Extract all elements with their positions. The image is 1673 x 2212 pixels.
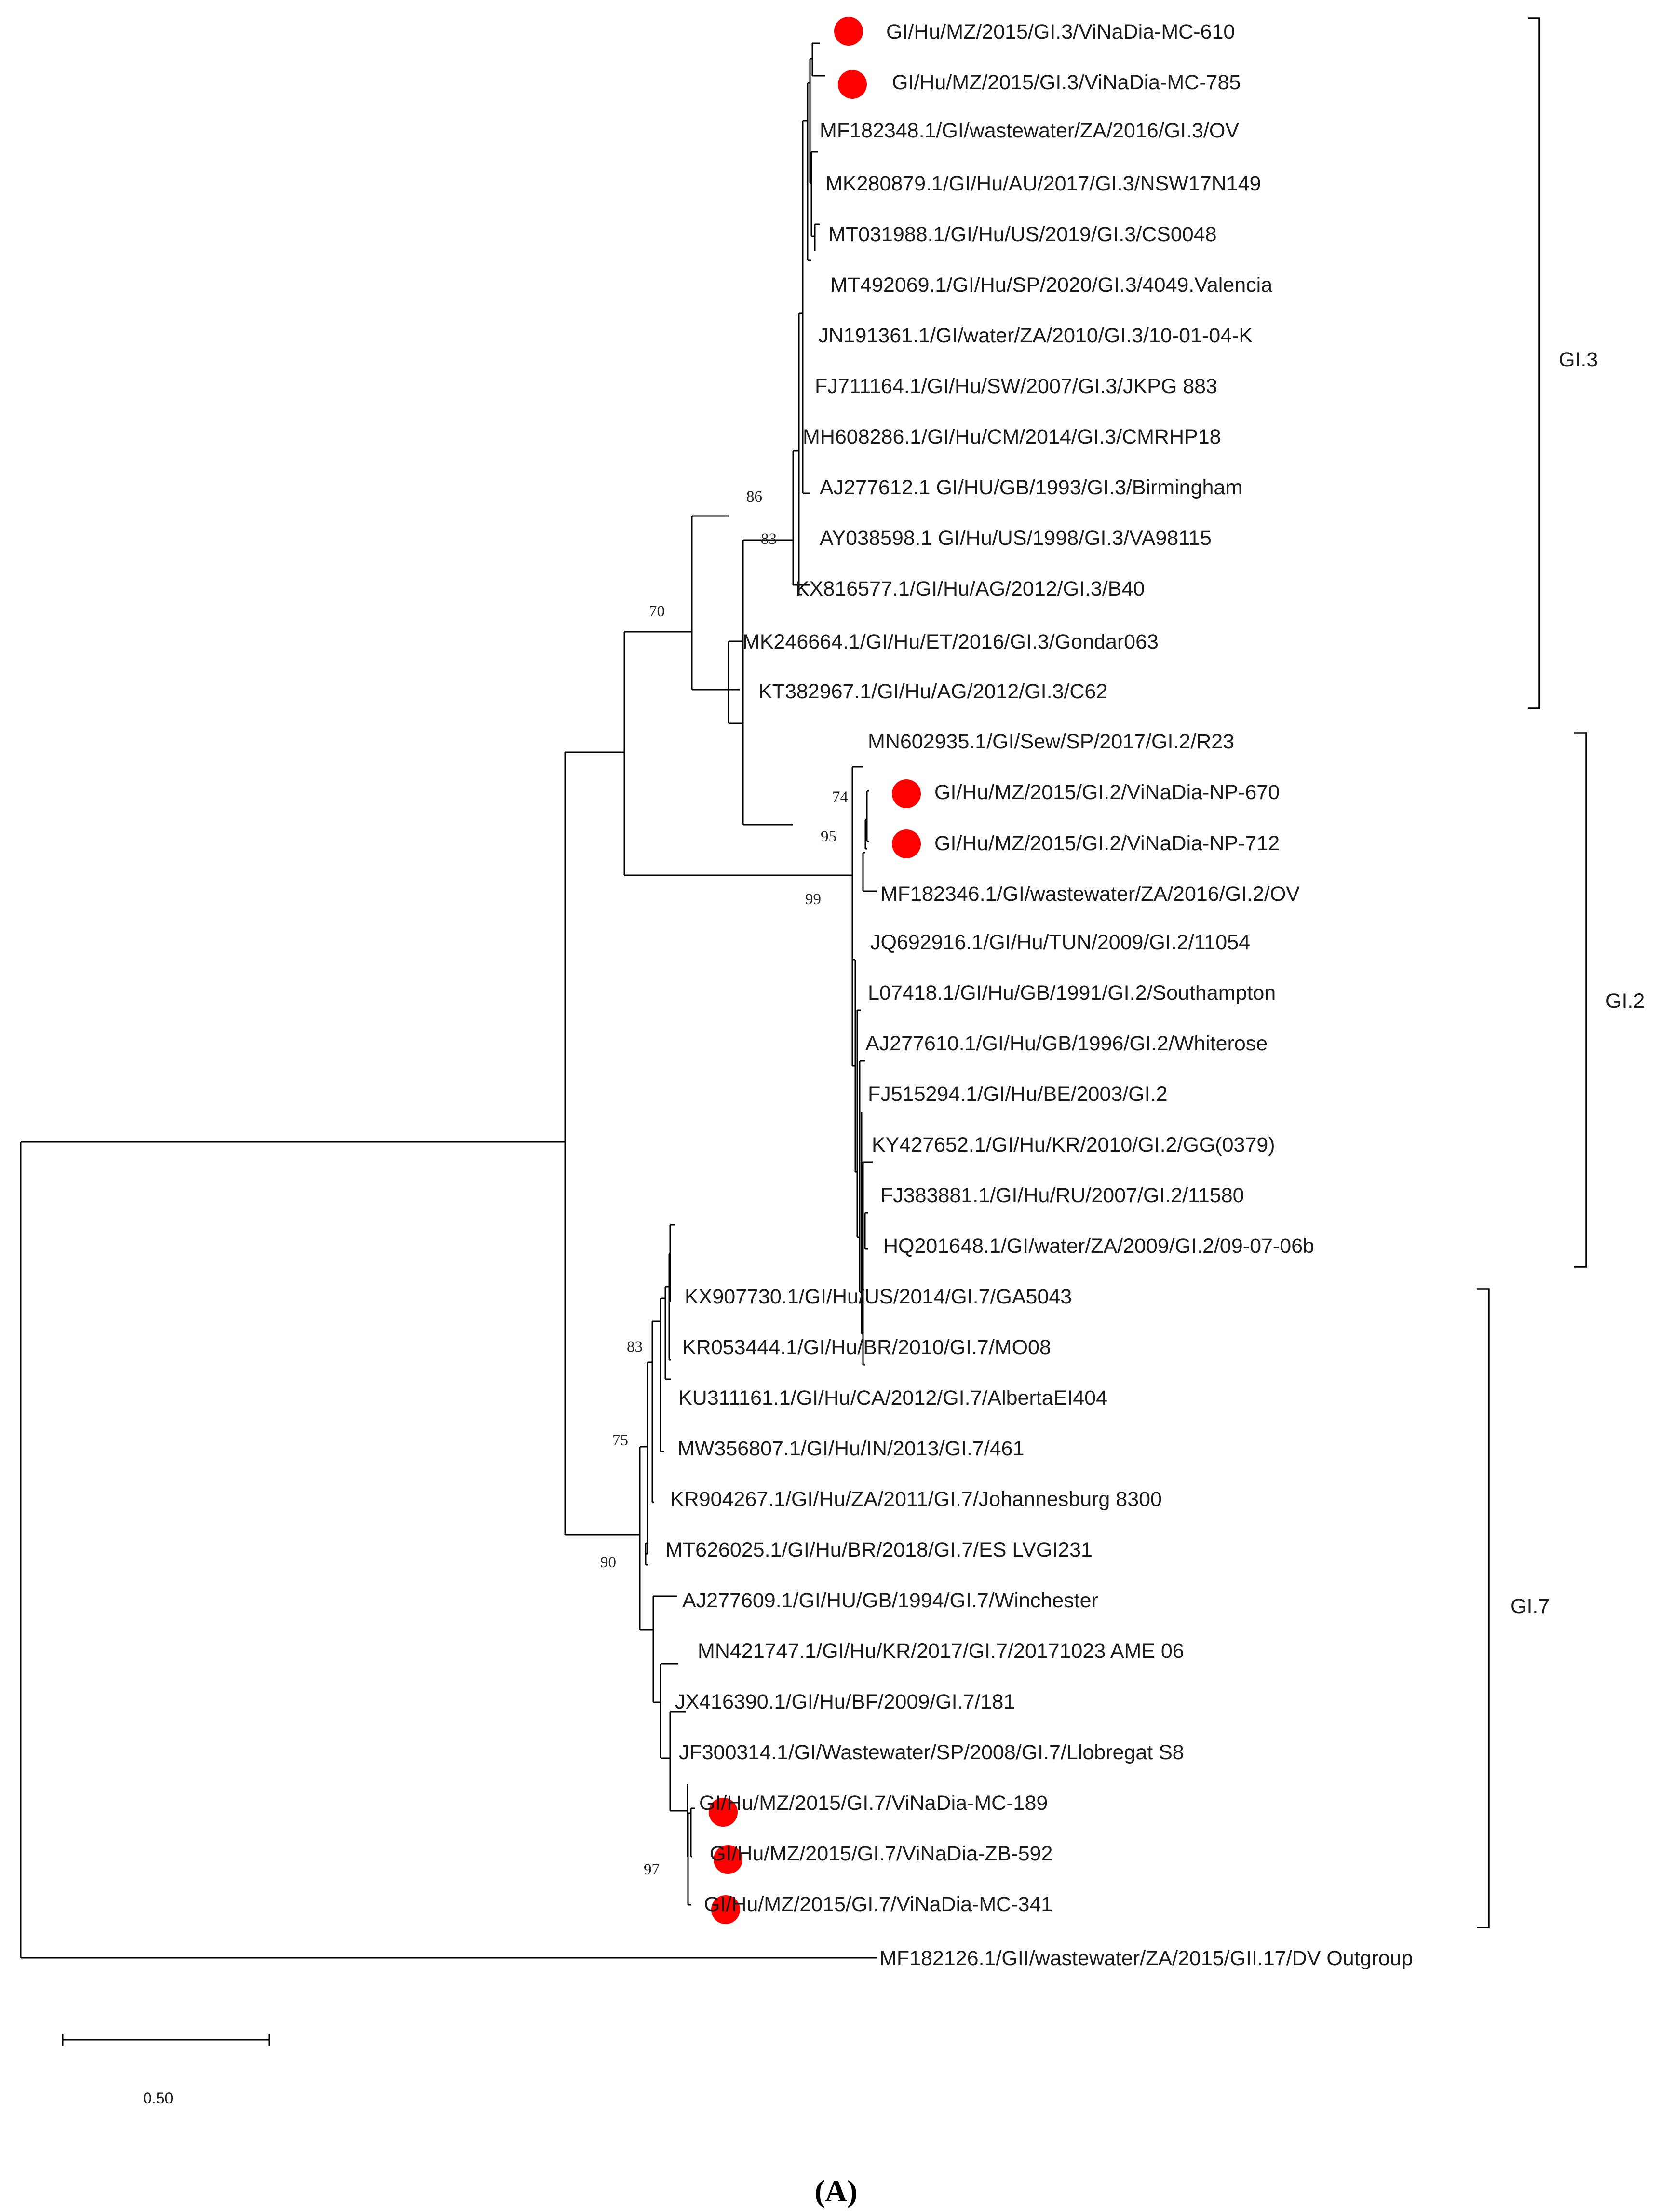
branch-gi7-inner1 (660, 1297, 665, 1452)
clade-label-gi7: GI.7 (1511, 1595, 1550, 1618)
branch-gi3-83 (742, 539, 793, 826)
branch-gi7-inner7 (660, 1663, 678, 1759)
branch-gi2-inner9 (864, 1212, 868, 1250)
panel-label: (A) (815, 2174, 858, 2208)
leaf-label: MN602935.1/GI/Sew/SP/2017/GI.2/R23 (868, 730, 1234, 753)
leaf-label: AJ277610.1/GI/Hu/GB/1996/GI.2/Whiterose (865, 1032, 1268, 1055)
bracket-gi2 (1574, 732, 1587, 1268)
leaf-label: FJ383881.1/GI/Hu/RU/2007/GI.2/11580 (880, 1184, 1244, 1207)
bootstrap-values: 86 83 70 74 95 99 83 75 90 97 (600, 488, 848, 1878)
branch-gi3-inner6 (811, 42, 825, 77)
branch-gi7-inner8 (669, 1711, 688, 1812)
sample-marker-dot (892, 779, 921, 808)
bracket-gi7 (1477, 1288, 1490, 1928)
sample-marker-dot (709, 1798, 738, 1827)
leaf-label: KX907730.1/GI/Hu/US/2014/GI.7/GA5043 (685, 1285, 1072, 1308)
leaf-label: GI/Hu/MZ/2015/GI.7/ViNaDia-MC-341 (704, 1893, 1052, 1916)
branch-gi7-90 (639, 1446, 653, 1631)
sample-marker-dot (711, 1895, 740, 1924)
leaf-label: JF300314.1/GI/Wastewater/SP/2008/GI.7/Ll… (679, 1741, 1184, 1764)
leaf-label: GI/Hu/MZ/2015/GI.7/ViNaDia-ZB-592 (710, 1842, 1052, 1865)
leaf-label: FJ711164.1/GI/Hu/SW/2007/GI.3/JKPG 883 (815, 375, 1217, 398)
branch-gi7-inner4 (669, 1224, 675, 1302)
branch-root (20, 1141, 877, 1959)
tree-branches (20, 42, 877, 1959)
leaf-label: MT626025.1/GI/Hu/BR/2018/GI.7/ES LVGI231 (665, 1538, 1093, 1561)
leaf-label: HQ201648.1/GI/water/ZA/2009/GI.2/09-07-0… (883, 1235, 1314, 1258)
leaf-label: JQ692916.1/GI/Hu/TUN/2009/GI.2/11054 (870, 931, 1250, 954)
branch-gi2-inner8 (862, 1161, 873, 1366)
branch-gi7-inner5 (645, 1542, 648, 1566)
leaf-label: MN421747.1/GI/Hu/KR/2017/GI.7/20171023 A… (698, 1640, 1184, 1663)
leaf-label: KX816577.1/GI/Hu/AG/2012/GI.3/B40 (796, 577, 1145, 600)
scale-bar-line (62, 2034, 270, 2046)
leaf-label: AJ277612.1 GI/HU/GB/1993/GI.3/Birmingham (820, 476, 1242, 499)
bootstrap-label: 75 (612, 1432, 628, 1449)
leaf-label: MK246664.1/GI/Hu/ET/2016/GI.3/Gondar063 (742, 630, 1159, 653)
bootstrap-label: 70 (649, 603, 665, 620)
bootstrap-label: 74 (832, 788, 848, 806)
leaf-label: AY038598.1 GI/Hu/US/1998/GI.3/VA98115 (820, 527, 1212, 550)
sample-marker-dot (838, 70, 867, 99)
bootstrap-label: 83 (627, 1338, 643, 1356)
leaf-label: L07418.1/GI/Hu/GB/1991/GI.2/Southampton (868, 981, 1276, 1004)
branch-gi3-inner1 (792, 450, 810, 586)
scale-bar: 0.50 (62, 2034, 270, 2107)
leaf-label: FJ515294.1/GI/Hu/BE/2003/GI.2 (868, 1083, 1167, 1106)
bootstrap-label: 83 (761, 530, 777, 548)
leaf-label: GI/Hu/MZ/2015/GI.2/ViNaDia-NP-670 (934, 781, 1280, 804)
leaf-label: MT492069.1/GI/Hu/SP/2020/GI.3/4049.Valen… (830, 273, 1272, 297)
branch-gi2-inner3 (866, 790, 869, 842)
leaf-label: MF182346.1/GI/wastewater/ZA/2016/GI.2/OV (880, 882, 1300, 906)
leaf-label: GI/Hu/MZ/2015/GI.7/ViNaDia-MC-189 (699, 1791, 1048, 1815)
leaf-label: KU311161.1/GI/Hu/CA/2012/GI.7/AlbertaEI4… (678, 1386, 1107, 1410)
leaf-label: MK280879.1/GI/Hu/AU/2017/GI.3/NSW17N149 (825, 172, 1261, 195)
sample-marker-dot (892, 829, 921, 858)
leaf-label: JN191361.1/GI/water/ZA/2010/GI.3/10-01-0… (818, 324, 1253, 347)
leaf-label: JX416390.1/GI/Hu/BF/2009/GI.7/181 (675, 1690, 1015, 1713)
bootstrap-label: 86 (746, 488, 762, 505)
branch-gi7-83 (651, 1320, 661, 1503)
sample-markers (709, 17, 921, 1924)
branch-gi3-inner8 (814, 223, 820, 251)
branch-gi3-inner3 (802, 120, 810, 494)
sample-marker-dot (834, 17, 863, 46)
clade-label-gi2: GI.2 (1606, 990, 1645, 1013)
leaf-label: AJ277609.1/GI/HU/GB/1994/GI.7/Winchester (682, 1589, 1098, 1612)
branch-gi3-gi2 (623, 631, 852, 876)
leaf-label: MH608286.1/GI/Hu/CM/2014/GI.3/CMRHP18 (803, 425, 1221, 448)
leaf-label: KT382967.1/GI/Hu/AG/2012/GI.3/C62 (758, 680, 1107, 703)
leaf-label: MF182348.1/GI/wastewater/ZA/2016/GI.3/OV (820, 119, 1239, 142)
clade-brackets: GI.3 GI.2 GI.7 (1477, 17, 1645, 1928)
scale-bar-label: 0.50 (143, 2090, 173, 2107)
sample-marker-dot (714, 1845, 742, 1874)
branch-gi2-inner1 (862, 852, 877, 892)
bootstrap-label: 90 (600, 1554, 616, 1571)
leaf-label: KR904267.1/GI/Hu/ZA/2011/GI.7/Johannesbu… (670, 1488, 1162, 1511)
leaf-label: GI/Hu/MZ/2015/GI.2/ViNaDia-NP-712 (934, 832, 1280, 855)
bootstrap-label: 99 (805, 891, 821, 908)
leaf-label: MF182126.1/GII/wastewater/ZA/2015/GII.17… (879, 1947, 1413, 1970)
leaf-labels: GI/Hu/MZ/2015/GI.3/ViNaDia-MC-610 GI/Hu/M… (665, 20, 1413, 1970)
bracket-gi3 (1528, 17, 1540, 709)
leaf-label: MW356807.1/GI/Hu/IN/2013/GI.7/461 (677, 1437, 1024, 1460)
branch-ingroup-root (564, 751, 640, 1536)
bootstrap-label: 95 (821, 828, 836, 845)
branch-gi7-75 (646, 1361, 652, 1555)
bootstrap-label: 97 (644, 1861, 660, 1878)
leaf-label: KR053444.1/GI/Hu/BR/2010/GI.7/MO08 (682, 1336, 1051, 1359)
leaf-label: GI/Hu/MZ/2015/GI.3/ViNaDia-MC-610 (886, 20, 1235, 43)
clade-label-gi3: GI.3 (1559, 348, 1598, 371)
leaf-label: MT031988.1/GI/Hu/US/2019/GI.3/CS0048 (828, 223, 1217, 246)
leaf-label: GI/Hu/MZ/2015/GI.3/ViNaDia-MC-785 (892, 71, 1241, 94)
branch-gi7-inner6 (652, 1595, 677, 1703)
branch-gi7-inner10 (690, 1807, 695, 1858)
branch-gi3-86 (728, 640, 743, 724)
branch-gi3-70 (691, 515, 740, 691)
leaf-label: KY427652.1/GI/Hu/KR/2010/GI.2/GG(0379) (872, 1133, 1275, 1156)
